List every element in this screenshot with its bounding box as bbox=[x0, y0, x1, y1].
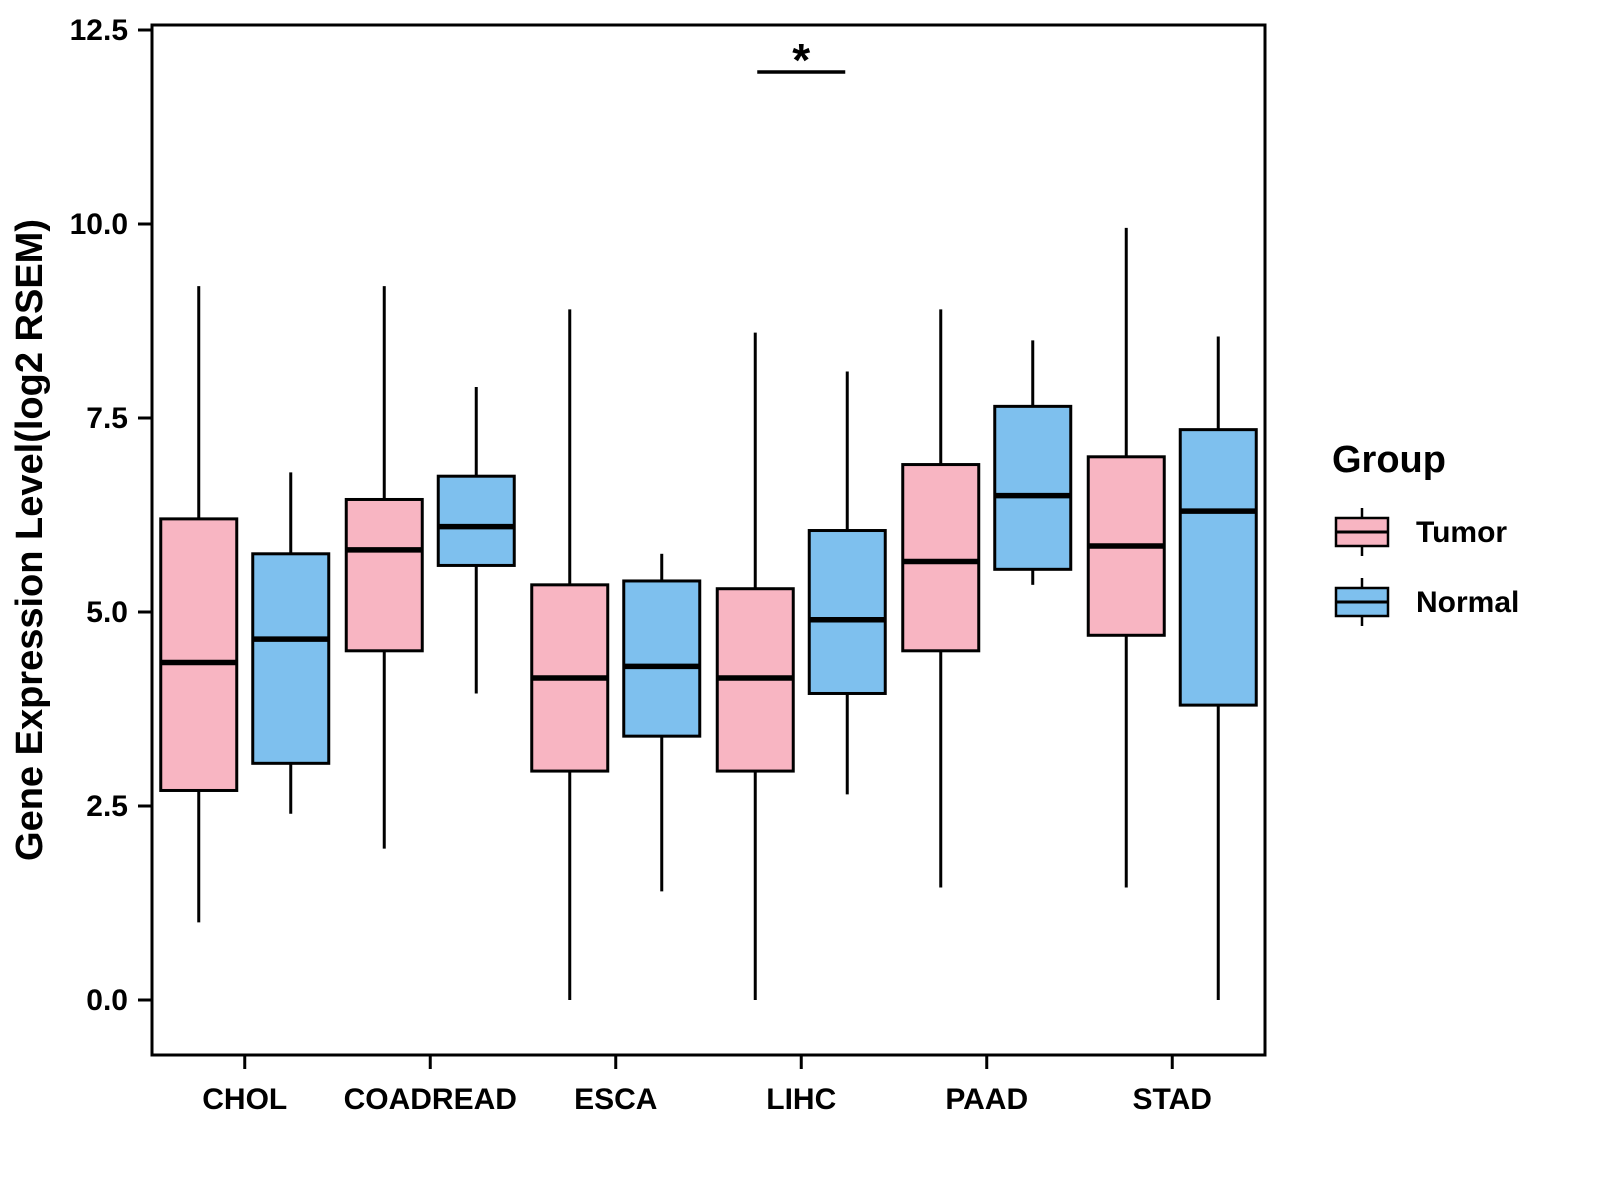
iqr-box bbox=[436, 474, 516, 567]
iqr-box bbox=[251, 552, 331, 765]
x-tick-label: STAD bbox=[1133, 1083, 1212, 1116]
x-tick-label: COADREAD bbox=[344, 1083, 517, 1116]
iqr-box bbox=[159, 517, 239, 792]
legend-label: Tumor bbox=[1416, 516, 1507, 549]
box-PAAD-Normal bbox=[993, 340, 1073, 585]
y-tick-label: 12.5 bbox=[70, 14, 128, 47]
significance-star: * bbox=[792, 34, 810, 86]
box-COADREAD-Normal bbox=[436, 386, 516, 694]
legend: Tumor Normal bbox=[1334, 508, 1519, 626]
iqr-box bbox=[901, 463, 981, 653]
legend-label: Normal bbox=[1416, 586, 1519, 619]
x-tick-label: ESCA bbox=[574, 1083, 657, 1116]
y-tick-label: 10.0 bbox=[70, 208, 128, 241]
y-axis-title: Gene Expression Level(log2 RSEM) bbox=[9, 219, 51, 861]
box-CHOL-Tumor bbox=[159, 286, 239, 923]
iqr-box bbox=[993, 404, 1073, 571]
y-tick-label: 5.0 bbox=[86, 596, 128, 629]
panel-border bbox=[150, 23, 1267, 1057]
box-PAAD-Tumor bbox=[901, 309, 981, 888]
significance-annotation: * bbox=[757, 34, 846, 86]
y-tick-label: 0.0 bbox=[86, 984, 128, 1017]
y-tick-label: 2.5 bbox=[86, 790, 128, 823]
iqr-box bbox=[344, 497, 424, 653]
box-LIHC-Normal bbox=[807, 371, 887, 795]
x-tick-label: PAAD bbox=[945, 1083, 1028, 1116]
iqr-box bbox=[622, 579, 702, 738]
box-CHOL-Normal bbox=[251, 472, 331, 814]
plot-area: 0.0 2.5 5.0 7.5 10.0 12.5 CHOL COADREAD ESCA LIHC… bbox=[70, 14, 1267, 1116]
iqr-box bbox=[807, 529, 887, 695]
box-ESCA-Normal bbox=[622, 553, 702, 892]
x-tick-label: LIHC bbox=[766, 1083, 836, 1116]
box-LIHC-Tumor bbox=[715, 332, 795, 1000]
legend-item-normal: Normal bbox=[1334, 578, 1519, 626]
x-tick-label: CHOL bbox=[202, 1083, 287, 1116]
box-STAD-Tumor bbox=[1086, 227, 1166, 888]
legend-item-tumor: Tumor bbox=[1334, 508, 1507, 556]
legend-title: Group bbox=[1332, 439, 1446, 481]
box-ESCA-Tumor bbox=[530, 309, 610, 1000]
box-STAD-Normal bbox=[1178, 336, 1258, 1000]
box-COADREAD-Tumor bbox=[344, 286, 424, 849]
y-tick-label: 7.5 bbox=[86, 402, 128, 435]
iqr-box bbox=[1178, 428, 1258, 707]
